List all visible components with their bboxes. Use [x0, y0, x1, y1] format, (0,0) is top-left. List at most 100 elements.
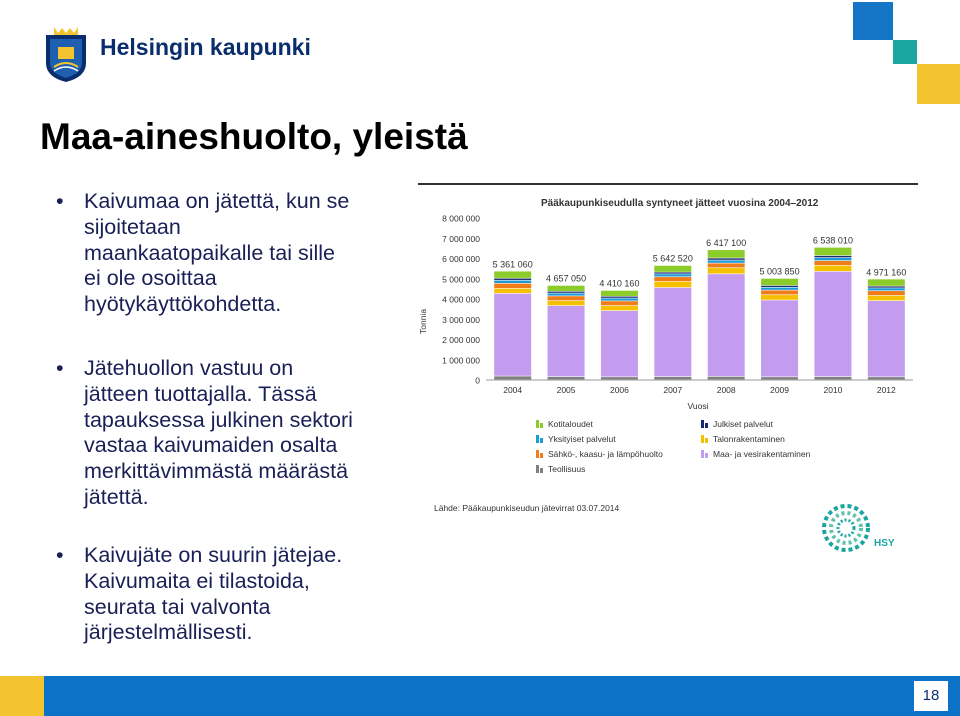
bar-segment [654, 265, 692, 272]
bullet-line: Kaivumaa on jätettä, kun se [84, 189, 350, 213]
bar-segment [654, 281, 692, 288]
legend-swatch [705, 423, 708, 428]
page-number: 18 [914, 681, 948, 711]
bar-segment [867, 377, 905, 380]
y-tick-label: 6 000 000 [442, 254, 480, 264]
footer-accent [0, 676, 44, 716]
bar-segment [814, 247, 852, 256]
bullet-line: hyötykäyttökohdetta. [84, 292, 282, 317]
bullet-line: ei ole osoittaa [84, 266, 217, 291]
bar-segment [494, 278, 532, 280]
bar-segment [867, 288, 905, 291]
x-tick-label: 2004 [503, 385, 522, 395]
bar-segment [761, 278, 799, 286]
bar-segment [814, 376, 852, 380]
bar-segment [707, 258, 745, 260]
y-tick-label: 2 000 000 [442, 335, 480, 345]
x-tick-label: 2009 [770, 385, 789, 395]
bullet-line: vastaa kaivumaiden osalta [84, 433, 338, 458]
bullet-1: • Kaivumaa on jätettä, kun se sijoitetaa… [56, 189, 416, 318]
bar-segment [867, 286, 905, 288]
bar-total-label: 4 657 050 [546, 274, 586, 284]
waste-chart: Pääkaupunkiseudulla syntyneet jätteet vu… [418, 198, 913, 513]
x-tick-label: 2005 [557, 385, 576, 395]
bullet-line: seurata tai valvonta [84, 594, 271, 619]
bar-segment [707, 260, 745, 263]
legend-swatch [536, 435, 539, 443]
legend-swatch [701, 450, 704, 458]
legend-swatch [540, 423, 543, 428]
bar-segment [547, 300, 585, 306]
bar-segment [814, 257, 852, 261]
legend-swatch [540, 438, 543, 443]
legend-swatch [705, 453, 708, 458]
bar-segment [761, 300, 799, 377]
bullet-dot: • [56, 189, 64, 213]
bar-total-label: 6 538 010 [813, 236, 853, 246]
bar-segment [707, 263, 745, 268]
bar-segment [600, 290, 638, 296]
legend-label: Sähkö-, kaasu- ja lämpöhuolto [548, 449, 663, 459]
bar-total-label: 6 417 100 [706, 238, 746, 248]
bar-segment [654, 274, 692, 277]
bar-segment [654, 376, 692, 380]
legend-swatch [705, 438, 708, 443]
y-tick-label: 5 000 000 [442, 274, 480, 284]
hsy-logo-icon: HSY [822, 504, 895, 552]
bullet-line: merkittävimmästä määrästä [84, 459, 349, 484]
legend-swatch [536, 420, 539, 428]
bar-total-label: 5 361 060 [493, 259, 533, 269]
footer-bar [44, 676, 960, 716]
bar-segment [761, 377, 799, 380]
bullet-line: maankaatopaikalle tai sille [84, 240, 335, 265]
bar-segment [707, 268, 745, 274]
bar-segment [654, 287, 692, 377]
bar-segment [600, 296, 638, 298]
bar-total-label: 5 642 520 [653, 254, 693, 264]
bar-segment [814, 255, 852, 258]
x-tick-label: 2010 [823, 385, 842, 395]
bar-segment [494, 376, 532, 380]
bar-segment [494, 293, 532, 376]
bar-segment [867, 291, 905, 296]
chart-source: Lähde: Pääkaupunkiseudun jätevirrat 03.0… [434, 503, 620, 513]
bullet-dot: • [56, 543, 64, 567]
chart-title: Pääkaupunkiseudulla syntyneet jätteet vu… [541, 198, 819, 209]
bar-segment [494, 283, 532, 289]
legend-swatch [540, 468, 543, 473]
x-tick-label: 2012 [877, 385, 896, 395]
y-tick-label: 7 000 000 [442, 234, 480, 244]
bullet-line: järjestelmällisesti. [84, 620, 253, 645]
bar-segment [761, 290, 799, 295]
bar-total-label: 5 003 850 [760, 267, 800, 277]
bar-segment [761, 285, 799, 287]
bullet-line: sijoitetaan [84, 214, 181, 239]
brand-name: Helsingin kaupunki [100, 34, 311, 60]
bar-segment [600, 301, 638, 306]
bar-segment [547, 291, 585, 293]
y-tick-label: 3 000 000 [442, 315, 480, 325]
legend-label: Julkiset palvelut [713, 419, 774, 429]
bar-segment [867, 279, 905, 286]
bar-segment [867, 295, 905, 301]
bar-segment [547, 376, 585, 380]
bar-segment [547, 285, 585, 291]
legend-label: Maa- ja vesirakentaminen [713, 449, 811, 459]
bar-segment [547, 296, 585, 301]
bullet-line: Jätehuollon vastuu on [84, 356, 294, 380]
legend-swatch [536, 450, 539, 458]
legend-swatch [701, 435, 704, 443]
legend-swatch [540, 453, 543, 458]
bar-segment [494, 280, 532, 283]
helsinki-coat-of-arms-icon [46, 27, 86, 82]
bar-segment [761, 295, 799, 300]
bar-segment [867, 301, 905, 377]
bar-segment [600, 298, 638, 301]
legend-label: Talonrakentaminen [713, 434, 785, 444]
decor-square-teal [893, 40, 917, 64]
bar-segment [600, 310, 638, 377]
bullet-dot: • [56, 356, 64, 380]
bullet-line: tapauksessa julkinen sektori [84, 407, 353, 432]
bar-segment [707, 250, 745, 258]
legend-label: Teollisuus [548, 464, 585, 474]
